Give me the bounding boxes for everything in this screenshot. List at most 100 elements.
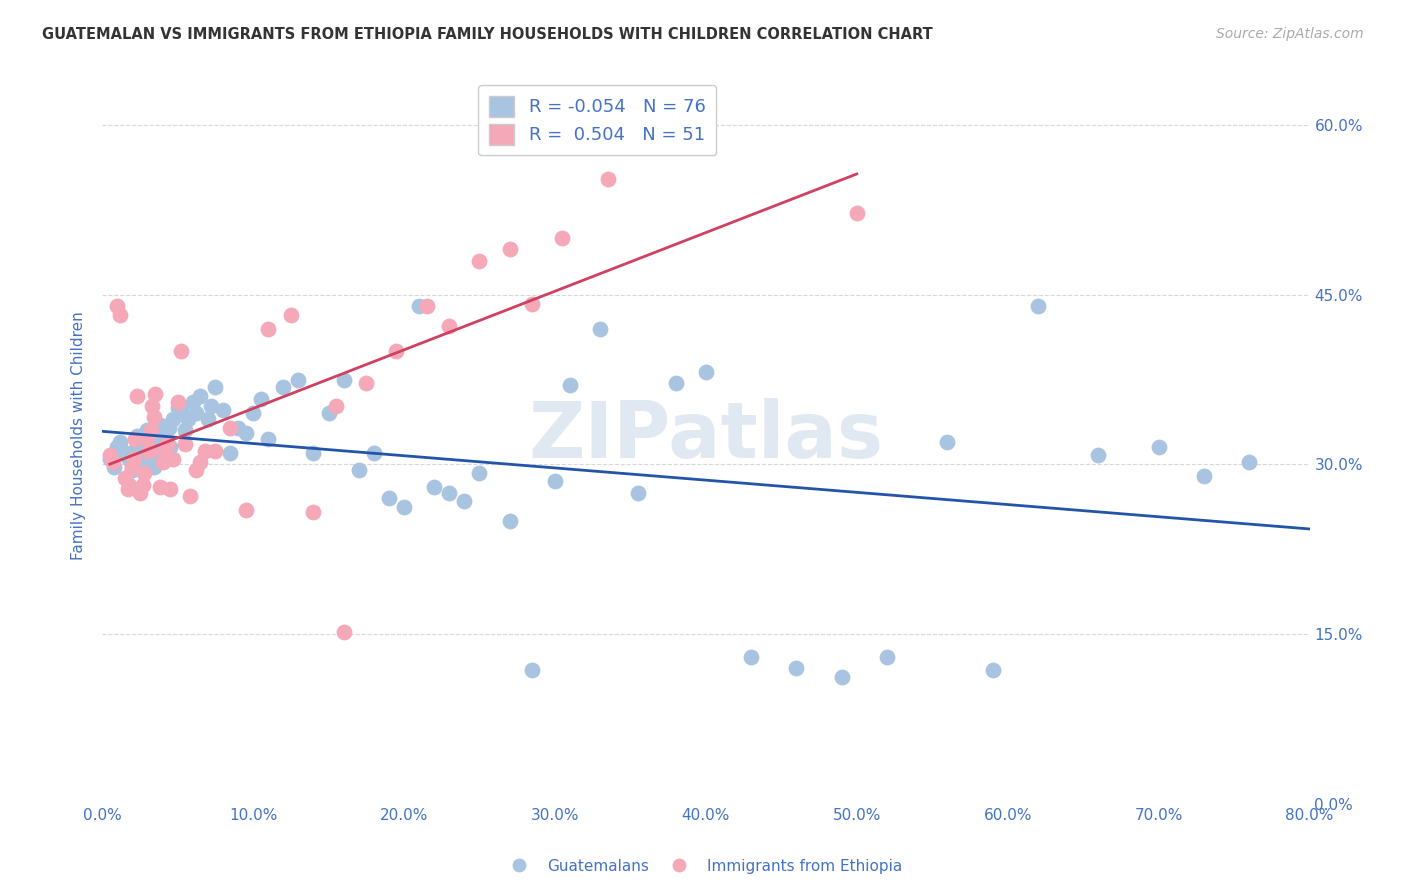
Point xyxy=(148,417,170,432)
Point xyxy=(257,433,280,447)
Point xyxy=(981,663,1004,677)
Point xyxy=(124,433,146,447)
Point xyxy=(332,372,354,386)
Point xyxy=(181,395,204,409)
Point xyxy=(162,451,184,466)
Point xyxy=(98,448,121,462)
Point xyxy=(1026,299,1049,313)
Point xyxy=(159,482,181,496)
Point xyxy=(936,434,959,449)
Point xyxy=(1237,455,1260,469)
Point xyxy=(1192,468,1215,483)
Point xyxy=(143,387,166,401)
Point xyxy=(204,380,226,394)
Point xyxy=(103,459,125,474)
Point xyxy=(139,424,162,438)
Point xyxy=(138,441,160,455)
Point xyxy=(499,514,522,528)
Point xyxy=(153,429,176,443)
Point xyxy=(153,443,176,458)
Point xyxy=(166,401,188,415)
Point xyxy=(117,482,139,496)
Point xyxy=(156,437,179,451)
Point xyxy=(136,424,159,438)
Point xyxy=(98,451,121,466)
Point xyxy=(1087,448,1109,462)
Point xyxy=(148,480,170,494)
Point xyxy=(170,344,193,359)
Point xyxy=(170,403,193,417)
Point xyxy=(155,437,177,451)
Point xyxy=(522,663,544,677)
Point xyxy=(124,448,146,462)
Point xyxy=(134,467,156,481)
Point xyxy=(142,409,165,424)
Legend: Guatemalans, Immigrants from Ethiopia: Guatemalans, Immigrants from Ethiopia xyxy=(498,853,908,880)
Point xyxy=(200,399,222,413)
Legend: R = -0.054   N = 76, R =  0.504   N = 51: R = -0.054 N = 76, R = 0.504 N = 51 xyxy=(478,85,716,155)
Point xyxy=(125,429,148,443)
Point xyxy=(156,448,179,462)
Point xyxy=(138,443,160,458)
Point xyxy=(589,321,612,335)
Point xyxy=(522,297,544,311)
Point xyxy=(249,392,271,406)
Point xyxy=(110,434,132,449)
Point xyxy=(219,446,242,460)
Point xyxy=(363,446,385,460)
Point xyxy=(177,412,200,426)
Point xyxy=(356,376,378,390)
Point xyxy=(271,380,294,394)
Point xyxy=(408,299,430,313)
Point xyxy=(219,421,242,435)
Point xyxy=(118,451,141,466)
Point xyxy=(101,455,124,469)
Point xyxy=(159,441,181,455)
Point xyxy=(302,446,325,460)
Point xyxy=(785,661,807,675)
Point xyxy=(204,443,226,458)
Point xyxy=(242,407,264,421)
Point xyxy=(110,308,132,322)
Point xyxy=(325,399,347,413)
Point xyxy=(876,649,898,664)
Point xyxy=(544,475,567,489)
Point xyxy=(174,437,197,451)
Point xyxy=(257,321,280,335)
Point xyxy=(152,455,174,469)
Point xyxy=(152,443,174,458)
Point xyxy=(184,463,207,477)
Point xyxy=(1147,441,1170,455)
Point xyxy=(332,624,354,639)
Y-axis label: Family Households with Children: Family Households with Children xyxy=(72,311,86,560)
Point xyxy=(121,459,143,474)
Point xyxy=(129,485,152,500)
Point xyxy=(287,372,309,386)
Point xyxy=(439,485,461,500)
Point xyxy=(141,433,163,447)
Point xyxy=(139,448,162,462)
Point xyxy=(627,485,650,500)
Point xyxy=(134,455,156,469)
Point xyxy=(125,389,148,403)
Point xyxy=(385,344,408,359)
Point xyxy=(188,389,211,403)
Point xyxy=(439,319,461,334)
Point xyxy=(194,443,217,458)
Point xyxy=(831,670,853,684)
Point xyxy=(166,395,188,409)
Point xyxy=(423,480,446,494)
Point xyxy=(302,505,325,519)
Point xyxy=(468,467,491,481)
Text: ZIPatlas: ZIPatlas xyxy=(529,398,883,474)
Point xyxy=(157,421,180,435)
Point xyxy=(415,299,437,313)
Point xyxy=(129,437,152,451)
Point xyxy=(114,471,136,485)
Point xyxy=(596,172,619,186)
Point xyxy=(118,477,141,491)
Point xyxy=(184,407,207,421)
Point xyxy=(105,299,128,313)
Point xyxy=(499,243,522,257)
Point xyxy=(121,463,143,477)
